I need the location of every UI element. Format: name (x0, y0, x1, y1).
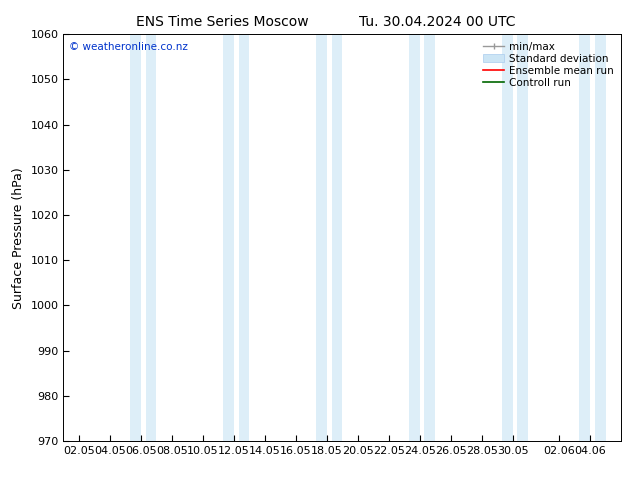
Bar (146, 34, 157, 441)
Bar (130, 34, 141, 441)
Bar (502, 34, 513, 441)
Bar (579, 34, 590, 441)
Bar (223, 34, 234, 441)
Bar (409, 34, 420, 441)
Bar (425, 34, 436, 441)
Bar (316, 34, 327, 441)
Bar (332, 34, 342, 441)
Bar (517, 34, 528, 441)
Bar (595, 34, 606, 441)
Text: ENS Time Series Moscow: ENS Time Series Moscow (136, 15, 308, 29)
Y-axis label: Surface Pressure (hPa): Surface Pressure (hPa) (12, 167, 25, 309)
Bar (238, 34, 249, 441)
Text: © weatheronline.co.nz: © weatheronline.co.nz (69, 43, 188, 52)
Text: Tu. 30.04.2024 00 UTC: Tu. 30.04.2024 00 UTC (359, 15, 515, 29)
Legend: min/max, Standard deviation, Ensemble mean run, Controll run: min/max, Standard deviation, Ensemble me… (481, 40, 616, 90)
